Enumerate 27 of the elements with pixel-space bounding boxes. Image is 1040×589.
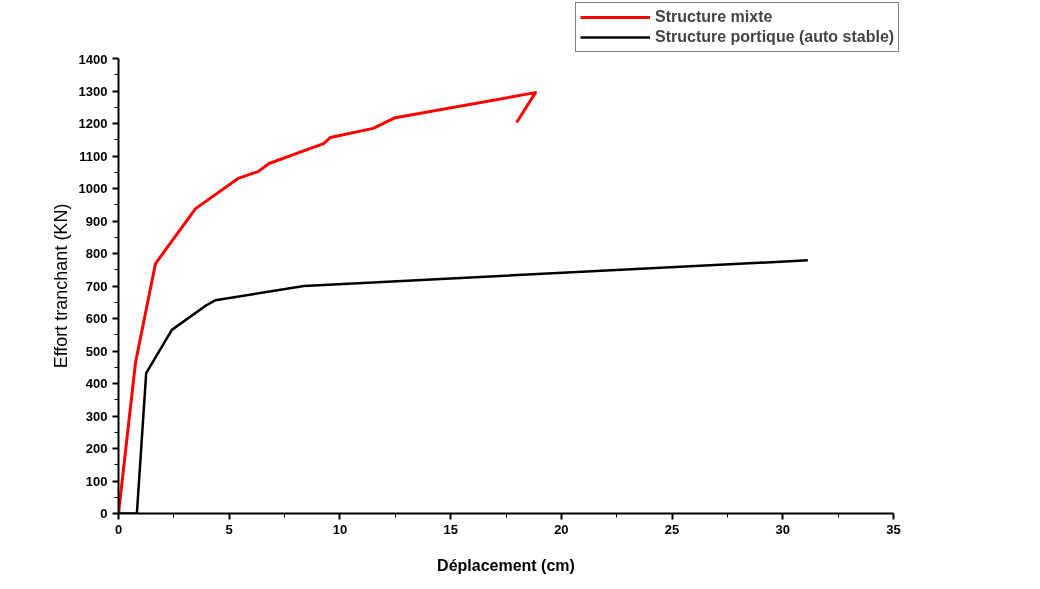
y-tick-label: 500: [85, 343, 108, 359]
y-tick-label: 200: [85, 441, 108, 456]
legend-label: Structure mixte: [655, 7, 773, 27]
y-tick-label: 1300: [78, 83, 108, 99]
y-tick-label: 100: [85, 473, 108, 489]
x-tick-label: 30: [775, 521, 791, 537]
y-tick-label: 1000: [78, 181, 108, 196]
x-tick-label: 25: [664, 521, 680, 537]
y-tick-label: 300: [85, 408, 108, 424]
y-axis-title: Effort tranchant (KN): [50, 203, 71, 369]
y-tick-label: 800: [85, 246, 108, 261]
x-tick-label: 35: [886, 521, 901, 537]
y-tick-label: 900: [85, 213, 108, 229]
y-tick-label: 600: [85, 311, 108, 326]
x-tick-label: 0: [114, 521, 123, 537]
x-tick-label: 5: [225, 521, 233, 537]
x-tick-label: 20: [554, 521, 569, 537]
y-tick-label: 400: [85, 376, 108, 391]
legend-label: Structure portique (auto stable): [655, 27, 895, 47]
y-tick-label: 0: [100, 506, 108, 521]
y-tick-label: 1100: [79, 148, 108, 164]
x-tick-label: 15: [443, 521, 458, 537]
y-tick-label: 1400: [78, 51, 108, 67]
y-tick-label: 1200: [78, 116, 108, 131]
x-tick-label: 10: [332, 521, 348, 537]
x-axis-title: Déplacement (cm): [437, 556, 575, 574]
y-tick-label: 700: [85, 278, 108, 294]
